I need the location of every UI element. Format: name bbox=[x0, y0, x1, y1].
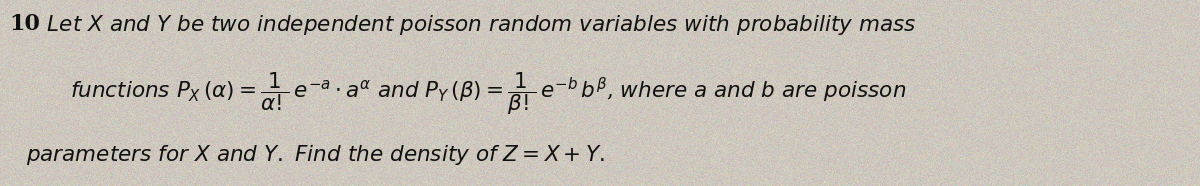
Text: $\mathit{functions\ }$$P_{\mathit{X}}\,(\alpha) = \dfrac{1}{\alpha!}\, e^{-a} \c: $\mathit{functions\ }$$P_{\mathit{X}}\,(… bbox=[70, 71, 906, 117]
Text: 10: 10 bbox=[10, 13, 41, 35]
Text: $\mathit{parameters\ for\ X\ and\ Y.\ Find\ the\ density\ of\ Z = X + Y.}$: $\mathit{parameters\ for\ X\ and\ Y.\ Fi… bbox=[26, 143, 605, 167]
Text: $\mathit{Let\ X\ and\ Y\ be\ two\ independent\ poisson\ random\ variables\ with\: $\mathit{Let\ X\ and\ Y\ be\ two\ indepe… bbox=[40, 13, 917, 37]
